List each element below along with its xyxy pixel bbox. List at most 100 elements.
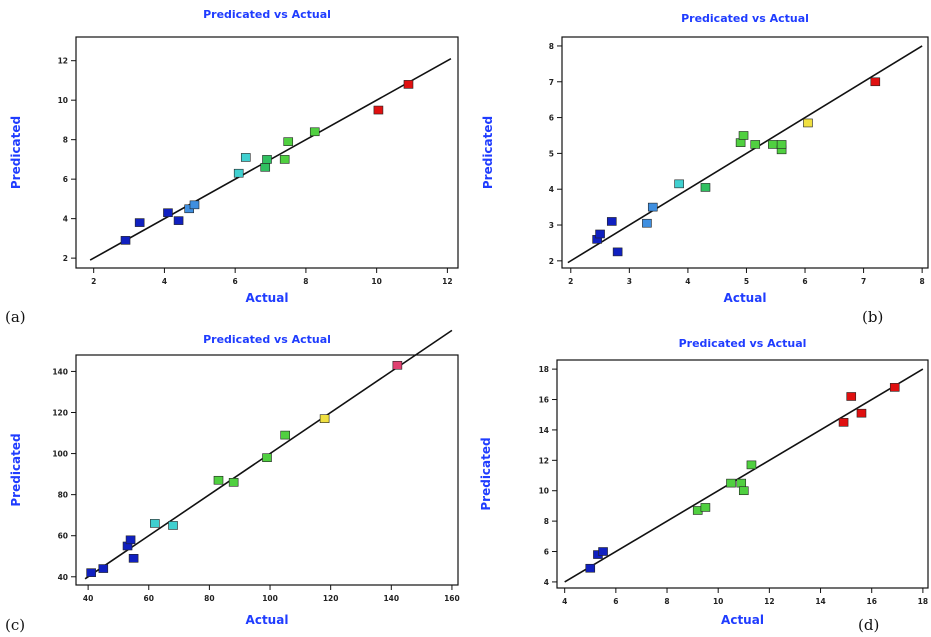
x-axis-label: Actual <box>246 613 289 627</box>
y-tick-label: 16 <box>539 396 549 405</box>
data-point <box>838 418 849 427</box>
data-point <box>776 140 787 149</box>
x-tick-label: 8 <box>303 277 308 286</box>
data-point <box>392 360 403 370</box>
y-tick-label: 12 <box>58 57 68 66</box>
fit-line <box>564 368 924 583</box>
data-point <box>233 168 244 178</box>
panel-label: (b) <box>862 308 883 326</box>
data-point <box>98 564 109 573</box>
data-point <box>173 216 184 225</box>
x-tick-label: 8 <box>920 277 925 286</box>
fit-line <box>567 45 923 264</box>
data-point <box>746 460 757 470</box>
data-point <box>279 155 290 164</box>
y-tick-label: 14 <box>539 426 549 435</box>
plot-frame <box>561 36 929 269</box>
x-tick-label: 7 <box>861 277 866 286</box>
x-tick-label: 40 <box>83 594 93 603</box>
panel-label: (a) <box>5 308 26 326</box>
data-point <box>889 383 900 392</box>
data-point <box>86 568 96 577</box>
y-tick-label: 4 <box>549 185 554 194</box>
x-tick-label: 60 <box>144 594 154 603</box>
panel-label: (d) <box>858 616 879 634</box>
x-tick-label: 100 <box>262 594 278 603</box>
y-axis-label: Predicated <box>479 437 493 510</box>
chart-title: Predicated vs Actual <box>203 8 331 21</box>
y-tick-label: 8 <box>63 136 68 145</box>
chart-panel-2: Predicated vs Actual 2 3 4 5 6 7 8 2 3 4 5 6 7 8 Actual… <box>481 12 929 326</box>
x-tick-label: 2 <box>91 277 96 286</box>
y-tick-label: 18 <box>539 365 549 374</box>
y-axis-label: Predicated <box>9 116 23 189</box>
x-tick-label: 5 <box>744 277 749 286</box>
y-tick-label: 6 <box>544 548 549 557</box>
y-tick-label: 40 <box>58 573 68 582</box>
x-tick-label: 4 <box>685 277 690 286</box>
y-tick-label: 120 <box>52 409 68 418</box>
data-point <box>403 80 414 89</box>
data-point <box>262 453 272 462</box>
plot-frame <box>75 36 459 269</box>
data-point <box>598 547 608 556</box>
data-point <box>125 535 136 545</box>
panel-label: (c) <box>5 616 25 634</box>
y-tick-label: 10 <box>58 96 68 105</box>
x-tick-label: 140 <box>383 594 399 603</box>
plot-frame <box>556 359 929 589</box>
data-point <box>373 105 384 115</box>
x-tick-label: 4 <box>162 277 167 286</box>
data-point <box>738 486 749 496</box>
data-point <box>280 430 290 440</box>
x-tick-label: 6 <box>613 597 618 606</box>
chart-title: Predicated vs Actual <box>681 12 809 25</box>
data-point <box>612 247 623 257</box>
data-point <box>585 563 596 573</box>
y-tick-label: 8 <box>549 42 554 51</box>
y-tick-label: 2 <box>549 257 554 266</box>
y-tick-label: 80 <box>58 491 68 500</box>
data-point <box>595 229 605 239</box>
x-axis-label: Actual <box>246 291 289 305</box>
plot-frame <box>75 354 459 586</box>
y-tick-label: 60 <box>58 532 68 541</box>
data-point <box>213 475 224 485</box>
data-point <box>189 200 200 210</box>
y-tick-label: 100 <box>52 450 68 459</box>
y-tick-label: 3 <box>549 221 554 230</box>
data-point <box>647 202 658 212</box>
data-point <box>163 208 173 218</box>
data-point <box>674 179 684 189</box>
x-tick-label: 8 <box>664 597 669 606</box>
data-point <box>735 138 746 147</box>
data-point <box>319 414 330 423</box>
data-point <box>768 140 778 149</box>
data-point <box>750 140 761 149</box>
x-axis-label: Actual <box>721 613 764 627</box>
data-point <box>240 153 251 162</box>
chart-panel-3: Predicated vs Actual 40 60 80 100 120 140 160 40… <box>5 329 460 634</box>
chart-title: Predicated vs Actual <box>203 333 331 346</box>
data-point <box>803 118 813 128</box>
x-tick-label: 18 <box>918 597 928 606</box>
y-tick-label: 6 <box>63 175 68 184</box>
data-point <box>120 236 131 245</box>
data-point <box>283 137 294 146</box>
x-tick-label: 80 <box>204 594 214 603</box>
data-point <box>262 155 272 164</box>
data-point <box>134 218 145 227</box>
x-tick-label: 12 <box>764 597 774 606</box>
data-point <box>642 218 652 228</box>
y-tick-label: 7 <box>549 78 554 87</box>
data-point <box>128 554 139 563</box>
data-point <box>606 217 617 226</box>
y-tick-label: 8 <box>544 517 549 526</box>
x-tick-label: 6 <box>233 277 238 286</box>
x-tick-label: 14 <box>815 597 825 606</box>
data-point <box>700 183 711 192</box>
x-tick-label: 10 <box>371 277 381 286</box>
data-point <box>736 478 747 488</box>
y-tick-label: 12 <box>539 456 549 465</box>
data-point <box>260 163 271 172</box>
